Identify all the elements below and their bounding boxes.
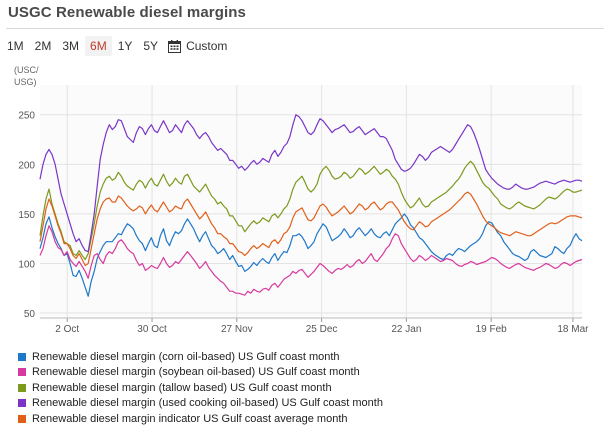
x-tick-label: 2 Oct (55, 324, 79, 335)
legend-item-5[interactable]: Renewable diesel margin indicator US Gul… (18, 411, 383, 427)
custom-range-button[interactable]: Custom (168, 39, 227, 53)
legend-item-1[interactable]: Renewable diesel margin (corn oil-based)… (18, 349, 383, 365)
range-5y-button[interactable]: 5Y (143, 39, 159, 53)
chart-title: USGC Renewable diesel margins (8, 4, 246, 21)
series-line-5 (39, 191, 583, 267)
legend-label: Renewable diesel margin (soybean oil-bas… (32, 366, 360, 379)
range-3m-button[interactable]: 3M (62, 39, 80, 53)
legend-label: Renewable diesel margin indicator US Gul… (32, 412, 348, 425)
x-tick-label: 27 Nov (221, 324, 253, 335)
legend-label: Renewable diesel margin (tallow based) U… (32, 381, 332, 394)
y-tick-label: 150 (18, 210, 35, 221)
y-tick-label: 50 (24, 309, 36, 320)
series-line-4 (39, 114, 583, 253)
legend-swatch (18, 383, 26, 392)
legend-label: Renewable diesel margin (used cooking oi… (32, 397, 383, 410)
plot-area (40, 85, 582, 318)
legend-swatch (18, 368, 26, 377)
range-6m-button[interactable]: 6M (85, 36, 112, 56)
series-line-1 (39, 213, 583, 297)
range-1y-button[interactable]: 1Y (117, 39, 133, 53)
series-line-2 (39, 225, 583, 296)
x-tick-label: 30 Oct (137, 324, 167, 335)
y-tick-label: 250 (18, 111, 35, 122)
legend-item-3[interactable]: Renewable diesel margin (tallow based) U… (18, 380, 383, 396)
range-2m-button[interactable]: 2M (34, 39, 52, 53)
y-axis-unit-label: (USC/ (14, 65, 39, 75)
line-chart: (USC/USG) 50 100 150 200 250 2 Oct 30 Oct 27 Nov… (14, 65, 589, 335)
calendar-icon (168, 39, 182, 53)
y-tick-label: 100 (18, 259, 35, 270)
legend-item-4[interactable]: Renewable diesel margin (used cooking oi… (18, 396, 383, 412)
range-selector: 1M 2M 3M 6M 1Y 5Y Custom (2, 34, 227, 58)
legend-swatch (18, 414, 26, 423)
x-tick-label: 22 Jan (391, 324, 421, 335)
x-tick-label: 25 Dec (306, 324, 338, 335)
x-tick-label: 18 Mar (557, 324, 589, 335)
legend-item-2[interactable]: Renewable diesel margin (soybean oil-bas… (18, 365, 383, 381)
chart-legend: Renewable diesel margin (corn oil-based)… (18, 349, 383, 427)
y-axis-unit-label: USG) (14, 77, 37, 87)
range-1m-button[interactable]: 1M (7, 39, 24, 53)
legend-swatch (18, 352, 26, 361)
title-divider (6, 28, 604, 29)
series-line-3 (39, 160, 583, 261)
x-tick-label: 19 Feb (476, 324, 508, 335)
custom-range-label: Custom (186, 39, 228, 53)
y-tick-label: 200 (18, 160, 35, 171)
legend-label: Renewable diesel margin (corn oil-based)… (32, 350, 340, 363)
legend-swatch (18, 399, 26, 408)
